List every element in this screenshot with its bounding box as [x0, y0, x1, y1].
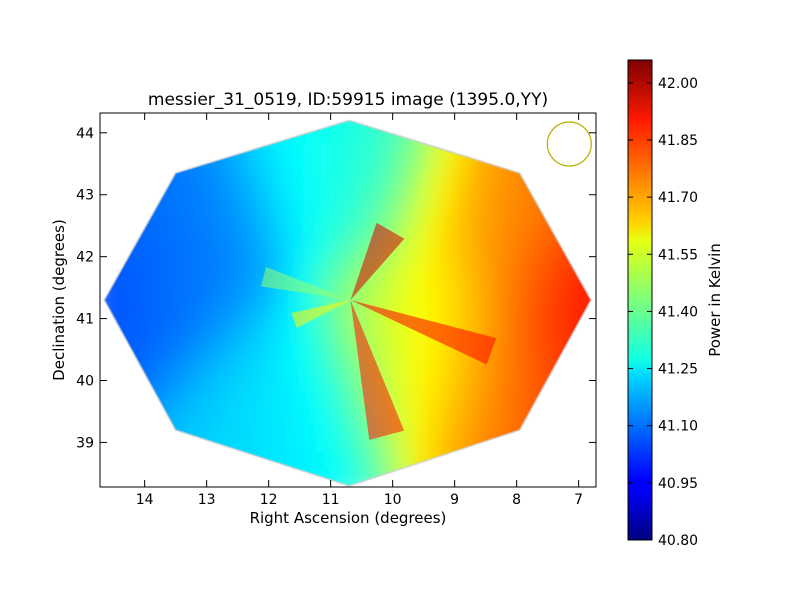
colorbar-ticks: 40.80 40.95 41.10 41.25 41.40 41.55 41.70 41.85… [628, 76, 698, 549]
y-tick-label: 42 [76, 250, 94, 266]
y-tick-label: 39 [76, 435, 94, 451]
colorbar-tick-label: 41.70 [658, 190, 698, 206]
colorbar-tick-label: 42.00 [658, 76, 698, 92]
colorbar-tick-label: 41.85 [658, 133, 698, 149]
y-tick-label: 44 [76, 126, 94, 142]
y-tick-label: 43 [76, 188, 94, 204]
x-tick-label: 7 [574, 492, 583, 508]
x-tick-label: 14 [136, 492, 154, 508]
y-tick-label: 41 [76, 312, 94, 328]
y-axis-ticks: 39 40 41 42 43 44 [76, 126, 596, 451]
colorbar-label: Power in Kelvin [706, 243, 724, 357]
colorbar-tick-label: 41.10 [658, 419, 698, 435]
colorbar-tick-label: 40.80 [658, 533, 698, 549]
colorbar-tick-label: 41.55 [658, 247, 698, 263]
x-tick-label: 8 [512, 492, 521, 508]
colorbar-tick-label: 41.40 [658, 304, 698, 320]
x-tick-label: 12 [260, 492, 278, 508]
colorbar-tick-label: 41.25 [658, 362, 698, 378]
colorbar [627, 59, 653, 541]
axes-frame [99, 112, 597, 488]
x-tick-label: 9 [450, 492, 459, 508]
x-axis-label: Right Ascension (degrees) [250, 509, 447, 527]
footprint-edge [103, 119, 593, 487]
x-tick-label: 10 [384, 492, 402, 508]
colorbar-tick-label: 40.95 [658, 476, 698, 492]
y-axis-label: Declination (degrees) [50, 219, 68, 381]
chart-title: messier_31_0519, ID:59915 image (1395.0,… [148, 90, 548, 110]
x-axis-ticks: 14 13 12 11 10 9 8 7 [136, 113, 583, 508]
x-tick-label: 11 [322, 492, 340, 508]
y-tick-label: 40 [76, 373, 94, 389]
beam-circle [546, 121, 592, 167]
x-tick-label: 13 [198, 492, 216, 508]
